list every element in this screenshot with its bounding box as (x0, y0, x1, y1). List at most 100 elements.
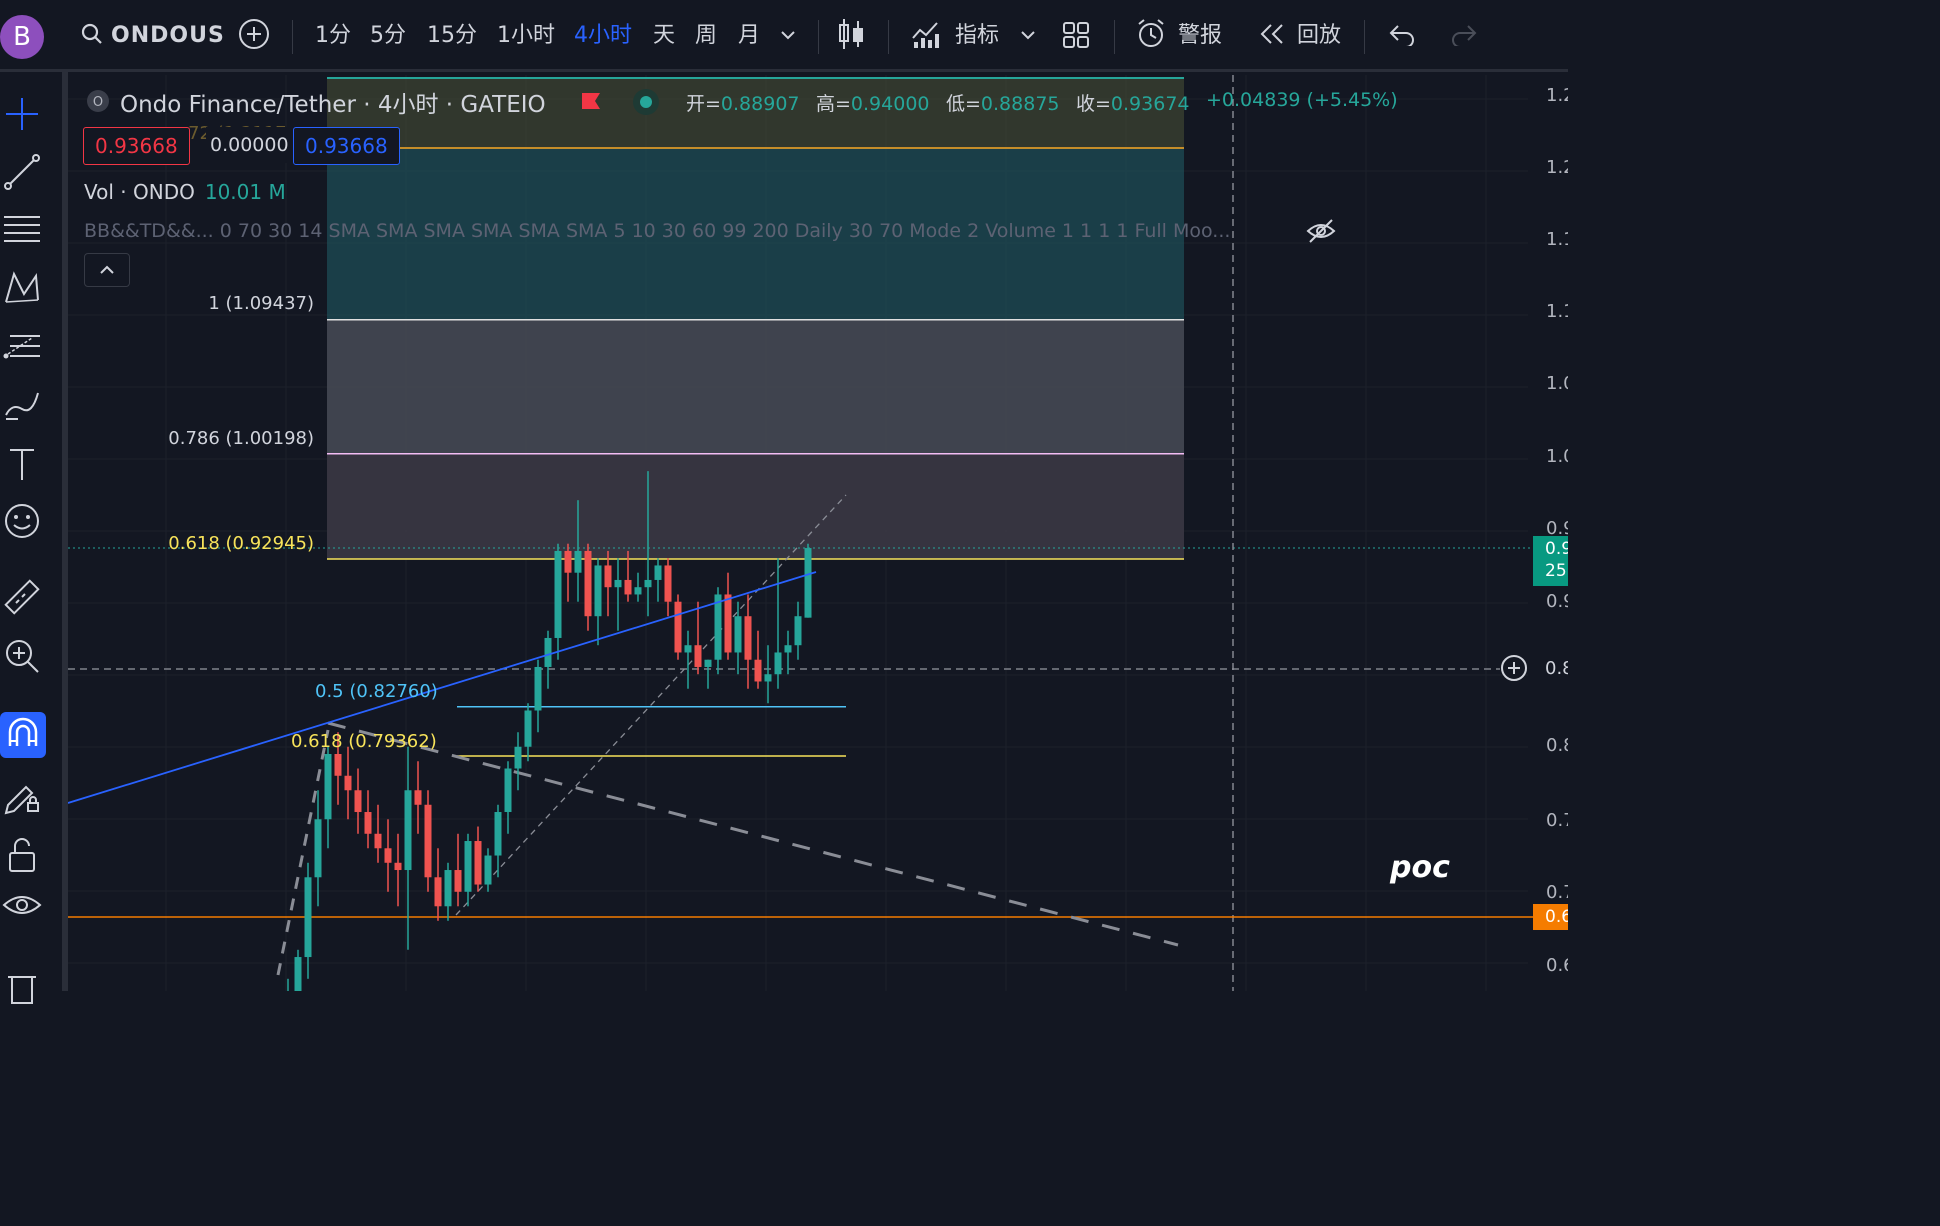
timeframe-month[interactable]: 月 (738, 23, 761, 48)
price-axis-label: 0.6 (1546, 955, 1568, 976)
candle-body (724, 594, 732, 653)
fib-retracement-tool[interactable] (2, 209, 42, 249)
candle-body (324, 753, 332, 820)
bid-price-button[interactable]: 0.93668 (83, 127, 190, 165)
pattern-tool[interactable] (2, 268, 42, 308)
forecast-tool[interactable] (2, 326, 42, 366)
measure-tool[interactable] (2, 577, 42, 617)
candle-body (524, 710, 532, 747)
indicators-button[interactable]: 指标 (910, 0, 999, 72)
undo-button[interactable] (1388, 0, 1416, 72)
chart-type-button[interactable] (836, 0, 866, 72)
candle-body (334, 753, 342, 776)
zoom-in-icon (6, 640, 39, 673)
zoom-tool[interactable] (2, 636, 42, 676)
candle-body (764, 674, 772, 682)
replay-button[interactable]: 回放 (1258, 0, 1341, 72)
magnet-mode-button[interactable] (0, 712, 46, 758)
candle-body (454, 870, 462, 892)
fib-level-0618-label: 0.618 (0.92945) (168, 533, 314, 554)
timeframe-5m[interactable]: 5分 (370, 23, 406, 48)
text-icon (10, 449, 34, 480)
layout-button[interactable] (1062, 0, 1090, 72)
trendline (68, 571, 817, 804)
candle-body (484, 855, 492, 885)
symbol-badge-icon: O (87, 90, 109, 112)
trash-icon (8, 976, 36, 1004)
candle-body (554, 550, 562, 638)
brush-tool[interactable] (2, 385, 42, 425)
market-status-icon (633, 89, 659, 115)
divider (818, 20, 819, 54)
candle-body (604, 565, 612, 588)
trendline-tool[interactable] (2, 152, 42, 192)
add-alert-plus-icon[interactable] (1500, 654, 1528, 682)
indicators-dropdown[interactable] (1018, 0, 1038, 72)
indicator-legend[interactable]: BB&&TD&&... 0 70 30 14 SMA SMA SMA SMA S… (84, 220, 1231, 242)
timeframe-dropdown[interactable] (778, 0, 798, 72)
timeframe-day[interactable]: 天 (653, 23, 676, 48)
crosshair-tool[interactable] (2, 94, 42, 134)
flag-icon[interactable] (580, 91, 602, 113)
candle-body (314, 819, 322, 878)
candle-body (644, 579, 652, 588)
alert-button[interactable]: 警报 (1135, 0, 1222, 72)
text-tool[interactable] (2, 444, 42, 484)
price-chart[interactable] (68, 75, 1568, 991)
compare-add-button[interactable] (238, 0, 270, 72)
timeframe-15m[interactable]: 15分 (427, 23, 477, 48)
timeframe-4h[interactable]: 4小时 (574, 23, 632, 48)
timeframe-1h[interactable]: 1小时 (497, 23, 555, 48)
symbol-search-button[interactable]: ONDOUS (80, 0, 225, 72)
ohlc-high: 高=0.94000 (816, 93, 930, 115)
price-axis-label: 0.7 (1546, 810, 1568, 831)
candle-body (474, 841, 482, 885)
chevron-down-icon (1021, 31, 1035, 40)
candle-body (544, 637, 552, 667)
candle-body (794, 616, 802, 646)
lock-drawings-button[interactable] (2, 775, 42, 815)
eye-icon (2, 896, 42, 914)
divider (888, 20, 889, 54)
collapse-legend-button[interactable] (84, 253, 130, 287)
symbol-name: ONDOUS (111, 23, 225, 48)
alarm-clock-icon (1138, 19, 1164, 47)
fib-level-1-label: 1 (1.09437) (208, 293, 314, 314)
divider (1364, 20, 1365, 54)
candle-body (614, 579, 622, 588)
ask-price-button[interactable]: 0.93668 (293, 127, 400, 165)
candle-body (714, 594, 722, 660)
candle-body (304, 877, 312, 958)
hide-drawings-button[interactable] (2, 887, 42, 927)
price-axis-label: 1.0 (1546, 373, 1568, 394)
current-price-tag: 0.9 25 (1533, 536, 1568, 586)
candlestick-icon (839, 19, 863, 49)
fib-zone (327, 319, 1184, 454)
grid-layout-icon (1063, 22, 1089, 48)
delete-button[interactable] (2, 967, 42, 1007)
price-axis-label: 1.1 (1546, 301, 1568, 322)
emoji-tool[interactable] (2, 501, 42, 541)
user-avatar[interactable]: B (0, 15, 44, 59)
chart-pane[interactable]: O Ondo Finance/Tether · 4小时 · GATEIO 开=0… (68, 75, 1568, 991)
candle-body (354, 790, 362, 813)
candle-body (744, 616, 752, 660)
drawing-toolbar (0, 72, 68, 1004)
candle-body (494, 812, 502, 856)
timeframe-1m[interactable]: 1分 (315, 23, 351, 48)
candle-body (344, 775, 352, 791)
lock-all-button[interactable] (2, 835, 42, 875)
redo-icon (1452, 25, 1477, 48)
price-axis-label: 1.2 (1546, 85, 1568, 106)
redo-button[interactable] (1450, 0, 1478, 72)
chevron-down-icon (781, 31, 795, 40)
timeframe-week[interactable]: 周 (695, 23, 718, 48)
candle-body (784, 645, 792, 653)
poc-watermark: poc (1390, 850, 1450, 885)
eye-off-icon[interactable] (1306, 218, 1336, 244)
candle-body (414, 790, 422, 805)
spread-value: 0.00000 (206, 127, 293, 163)
horizontal-lines-icon (4, 216, 40, 242)
trendline-icon (4, 154, 40, 190)
fib-zone (327, 78, 1184, 148)
